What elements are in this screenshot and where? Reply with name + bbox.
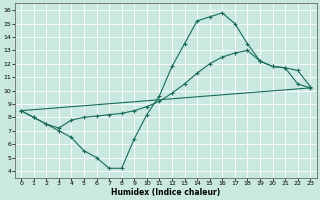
X-axis label: Humidex (Indice chaleur): Humidex (Indice chaleur): [111, 188, 220, 197]
